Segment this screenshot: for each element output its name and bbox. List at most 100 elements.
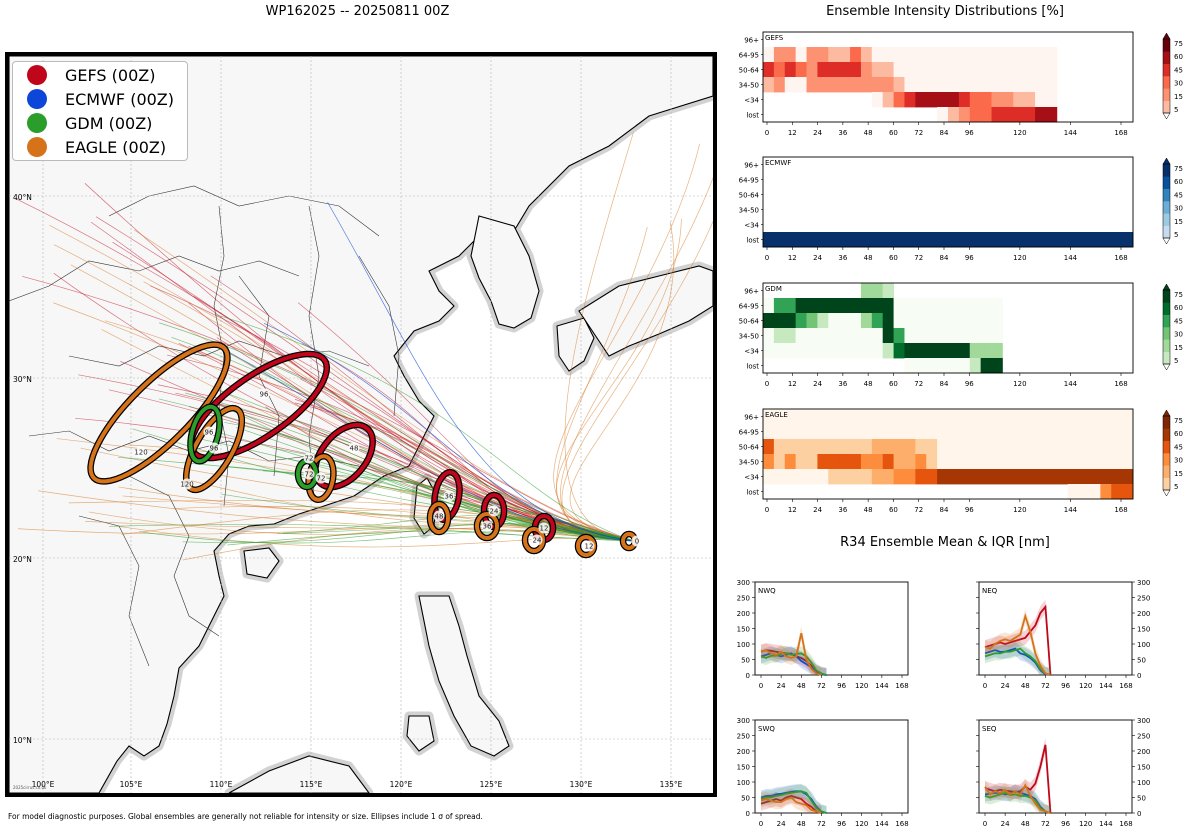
r34-xlabel-3-0: 0	[983, 820, 987, 828]
heatmap-rowlabel-3-1: 64-95	[739, 429, 759, 437]
heatmap-xlabel-0-5: 60	[889, 129, 898, 137]
heatmap-cell-0-3-17	[948, 77, 960, 93]
heatmap-cell-3-0-31	[1100, 409, 1112, 425]
r34-frame-3	[978, 719, 1133, 814]
heatmap-cell-1-5-2	[784, 232, 797, 248]
heatmap-cell-2-2-16	[937, 313, 949, 329]
heatmap-cell-2-1-4	[806, 298, 818, 314]
heatmap-cell-1-5-1	[773, 232, 786, 248]
marker-label-eagle-36: 36	[483, 523, 492, 531]
ellipse-eagle-12	[88, 342, 230, 484]
track-eagle-12	[49, 225, 635, 542]
heatmap-rowlabel-1-2: 50-64	[739, 192, 760, 200]
heatmap-rowlabel-1-1: 64-95	[739, 177, 759, 185]
legend-label-ecmwf: ECMWF (00Z)	[65, 89, 174, 109]
heatmap-rowlabel-3-5: lost	[746, 489, 759, 497]
heatmap-cell-3-2-16	[937, 439, 949, 455]
marker-gdm-96: 96	[203, 426, 215, 438]
r34-ylabel-2-5: 50	[741, 795, 750, 803]
heatmap-cell-3-1-28	[1067, 424, 1079, 440]
r34-iqr-band-1-0	[985, 599, 1051, 675]
heatmap-cell-3-2-3	[795, 439, 807, 455]
legend-label-eagle: EAGLE (00Z)	[65, 137, 167, 157]
heatmap-cell-0-5-16	[937, 107, 949, 123]
colorbar-seg-0-1	[1163, 88, 1170, 101]
heatmap-rowlabel-2-0: 96+	[744, 288, 759, 296]
r34-ylabel-3-6: 0	[1137, 810, 1141, 818]
heatmap-cell-3-4-31	[1100, 469, 1112, 485]
heatmap-cell-3-0-1	[773, 409, 786, 425]
heatmap-cell-0-3-4	[806, 77, 818, 93]
track-map[interactable]: 12 24 36 48 72 96 0 12 24 36 48 72 96 120 72 96 120 40°N…	[5, 52, 717, 797]
heatmap-cell-3-2-18	[958, 439, 971, 455]
marker-eagle-24: 24	[531, 534, 543, 546]
heatmap-cell-1-5-12	[893, 232, 905, 248]
heatmap-cell-0-2-2	[784, 62, 797, 78]
heatmap-cell-0-1-23	[1013, 47, 1025, 63]
heatmap-cell-3-3-32	[1111, 454, 1123, 470]
r34-ylabel-2-3: 150	[737, 764, 750, 772]
heatmap-cell-0-4-19	[969, 92, 982, 108]
heatmap-xlabel-3-4: 48	[864, 506, 873, 514]
r34-iqr-band-2-1	[761, 784, 827, 813]
heatmap-cell-3-3-22	[1002, 454, 1014, 470]
heatmap-cell-0-4-12	[893, 92, 905, 108]
track-eagle-23	[553, 143, 701, 542]
heatmap-rowlabel-3-3: 34-50	[739, 459, 759, 467]
heatmap-cell-0-1-9	[860, 47, 873, 63]
heatmap-cell-3-4-10	[871, 469, 884, 485]
heatmap-cell-3-2-17	[948, 439, 960, 455]
colorbar-label-3-0: 75	[1174, 417, 1183, 425]
heatmap-cell-2-2-20	[980, 313, 992, 329]
heatmap-cell-0-1-1	[773, 47, 786, 63]
marker-label-eagle-24: 24	[533, 537, 542, 545]
r34-ylabel-3-0: 300	[1137, 717, 1150, 725]
track-ecmwf-2	[327, 202, 635, 542]
heatmap-eagle: EAGLE 96+ 64-95 50-64 34-50 <34 lost 0 12 24 36 48 6…	[739, 408, 1183, 514]
heatmap-cell-3-2-5	[817, 439, 829, 455]
colorbar-frame-1	[1162, 163, 1171, 239]
colorbar-max-arrow-0	[1162, 32, 1171, 40]
r34-xlabel-2-6: 144	[875, 820, 889, 828]
heatmap-cell-0-4-15	[926, 92, 938, 108]
province-border-5	[308, 205, 320, 497]
heatmap-cell-2-2-11	[882, 313, 894, 329]
heatmap-cell-0-4-14	[915, 92, 927, 108]
heatmap-name-3: EAGLE	[765, 411, 788, 419]
heatmap-cell-1-5-22	[1002, 232, 1014, 248]
track-eagle-9	[38, 490, 635, 542]
marker-label-eagle-72: 72	[317, 475, 326, 483]
heatmap-cell-0-1-12	[893, 47, 905, 63]
heatmap-cell-1-5-10	[871, 232, 884, 248]
heatmap-cell-3-4-30	[1089, 469, 1101, 485]
heatmap-cell-2-4-3	[795, 343, 807, 359]
r34-xlabel-1-0: 0	[983, 682, 987, 690]
heatmap-cell-0-4-23	[1013, 92, 1025, 108]
heatmap-cell-2-2-15	[926, 313, 938, 329]
heatmap-rowlabel-2-3: 34-50	[739, 333, 759, 341]
heatmap-cell-0-5-26	[1045, 107, 1058, 123]
heatmap-cell-2-3-8	[850, 328, 862, 344]
heatmap-cell-1-5-19	[969, 232, 982, 248]
marker-badge-eagle-24	[531, 534, 543, 546]
r34-ylabel-0-6: 0	[746, 672, 750, 680]
heatmap-cell-2-1-9	[860, 298, 873, 314]
heatmap-cell-1-5-0	[763, 232, 775, 248]
heatmap-cell-3-1-17	[948, 424, 960, 440]
ellipse-gdm-14	[188, 404, 222, 464]
heatmap-cell-2-1-8	[850, 298, 862, 314]
heatmap-xlabel-0-11: 168	[1114, 129, 1127, 137]
heatmap-cell-2-2-10	[871, 313, 884, 329]
heatmap-rowlabel-2-2: 50-64	[739, 318, 760, 326]
colorbar-frame-2	[1162, 289, 1171, 365]
heatmap-cell-3-0-27	[1056, 409, 1069, 425]
heatmap-cell-0-3-20	[980, 77, 992, 93]
r34-iqr-band-1-1	[985, 641, 1051, 675]
lon-label-0: 100°E	[32, 780, 55, 789]
r34-series-1-gdm	[984, 647, 1051, 676]
heatmap-cell-0-4-16	[937, 92, 949, 108]
r34-ylabel-1-5: 50	[1137, 657, 1146, 665]
heatmap-cell-0-2-19	[969, 62, 982, 78]
heatmap-cell-2-4-7	[839, 343, 851, 359]
heatmap-cell-3-1-7	[839, 424, 851, 440]
